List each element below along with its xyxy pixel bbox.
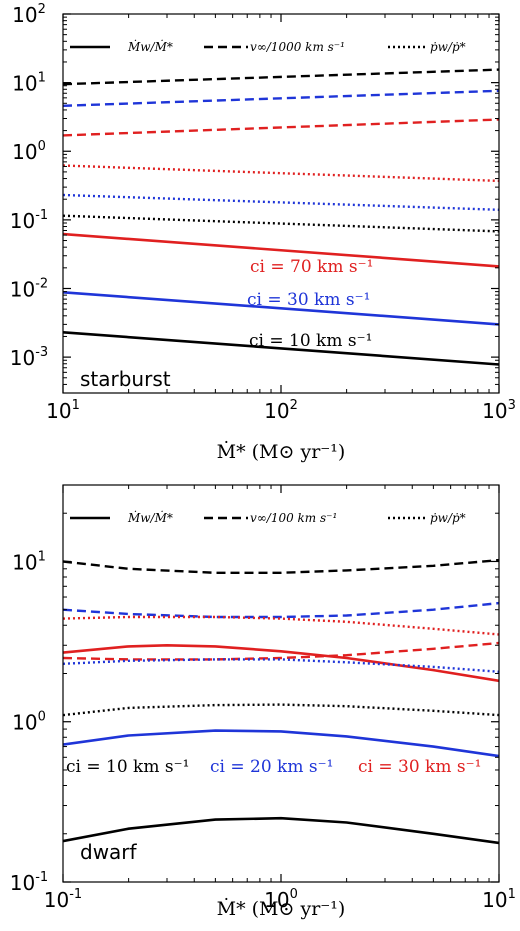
series-line-red-dashed xyxy=(63,641,499,661)
series-line-black-solid xyxy=(63,816,499,845)
series-group xyxy=(63,558,499,845)
y-tick-label: 10-1 xyxy=(10,870,48,895)
x-tick-label: 101 xyxy=(46,398,80,423)
y-tick-label: 102 xyxy=(12,2,46,27)
ticks xyxy=(62,13,500,394)
annotation-label: ci = 20 km s⁻¹ xyxy=(210,757,333,777)
series-line-red-dashed xyxy=(63,118,499,137)
x-tick-label: 100 xyxy=(264,887,298,912)
panel-label: starburst xyxy=(80,367,171,391)
series-line-red-dotted xyxy=(63,615,499,636)
series-line-blue-solid xyxy=(63,729,499,758)
panel-label: dwarf xyxy=(80,840,138,864)
legend-entry: Ṁw/Ṁ* xyxy=(127,39,173,54)
y-tick-label: 101 xyxy=(12,549,46,574)
y-tick-label: 10-3 xyxy=(10,345,48,370)
x-tick-label: 102 xyxy=(264,398,298,423)
series-line-blue-dashed xyxy=(63,89,499,107)
legend-entry: v∞/100 km s⁻¹ xyxy=(250,511,337,525)
legend-entry: v∞/1000 km s⁻¹ xyxy=(250,40,345,54)
y-tick-label: 10-1 xyxy=(10,208,48,233)
annotation-label: ci = 10 km s⁻¹ xyxy=(66,757,189,777)
series-line-red-solid xyxy=(63,232,499,268)
x-tick-label: 10-1 xyxy=(44,887,82,912)
series-line-blue-dotted xyxy=(63,193,499,211)
annotation-label: ci = 10 km s⁻¹ xyxy=(249,331,372,351)
y-tick-label: 101 xyxy=(12,71,46,96)
x-tick-label: 103 xyxy=(482,398,516,423)
chart-panel-dwarf: 10-1 100 101 10-1 100 101 Ṁ* (M⊙ yr⁻¹) Ṁw/Ṁ* v∞/… xyxy=(10,484,516,920)
annotation-label: ci = 70 km s⁻¹ xyxy=(250,257,373,277)
series-line-black-dotted xyxy=(63,703,499,717)
legend-entry: Ṁw/Ṁ* xyxy=(127,510,173,525)
plot-frame xyxy=(62,484,500,883)
series-line-blue-dashed xyxy=(63,601,499,619)
y-tick-label: 100 xyxy=(12,139,46,164)
y-tick-label: 10-2 xyxy=(10,276,48,301)
series-group xyxy=(63,68,499,366)
series-line-black-solid xyxy=(63,331,499,366)
x-axis-label: Ṁ* (M⊙ yr⁻¹) xyxy=(217,440,346,463)
legend-entry: ṗw/ṗ* xyxy=(430,511,466,525)
x-tick-label: 101 xyxy=(482,887,516,912)
series-line-blue-dotted xyxy=(63,658,499,673)
annotation-label: ci = 30 km s⁻¹ xyxy=(358,757,481,777)
series-line-black-dotted xyxy=(63,214,499,233)
annotation-label: ci = 30 km s⁻¹ xyxy=(247,290,370,310)
chart-panel-starburst: 101 102 103 10-3 10-2 10-1 100 101 102 Ṁ* (M⊙ yr⁻… xyxy=(10,2,516,463)
ticks xyxy=(62,484,500,883)
series-line-red-dotted xyxy=(63,164,499,183)
y-tick-label: 100 xyxy=(12,710,46,735)
series-line-blue-solid xyxy=(63,291,499,326)
series-line-black-dashed xyxy=(63,68,499,86)
legend-entry: ṗw/ṗ* xyxy=(430,40,466,54)
series-line-black-dashed xyxy=(63,558,499,574)
x-axis-label: Ṁ* (M⊙ yr⁻¹) xyxy=(217,897,346,920)
series-line-red-solid xyxy=(63,643,499,683)
